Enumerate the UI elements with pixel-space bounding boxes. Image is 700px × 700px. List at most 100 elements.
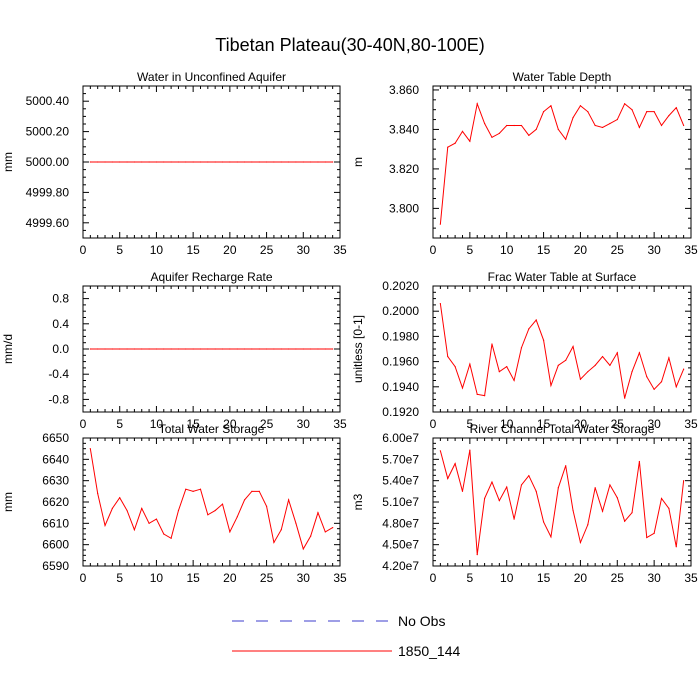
data-point [557, 364, 559, 366]
y-axis-label: unitless [0-1] [351, 315, 365, 383]
data-point [207, 514, 209, 516]
data-point [141, 348, 143, 350]
series-line-1850_144 [439, 101, 685, 225]
data-point [528, 328, 530, 330]
y-tick-label: 5000.20 [26, 125, 70, 139]
panel-6: River Channel Total Water Storage 0 5 10 15 2… [351, 422, 698, 585]
data-point [258, 161, 260, 163]
data-point [609, 122, 611, 125]
y-tick-label: 6600 [42, 538, 69, 552]
data-point [520, 484, 523, 486]
panel-3: Aquifer Recharge Rate 0 5 10 15 20 25 30 35 -0.8 -… [1, 270, 347, 431]
panel-4: Frac Water Table at Surface 0 5 10 15 20 25 30 3… [351, 270, 698, 431]
data-point [185, 348, 187, 350]
x-tick-label: 25 [611, 571, 625, 585]
y-tick-label: 5000.00 [26, 155, 70, 169]
data-point [295, 348, 297, 350]
data-point [506, 366, 508, 368]
data-point [243, 499, 246, 501]
data-point [572, 116, 574, 119]
data-point [221, 348, 224, 350]
data-point [214, 348, 216, 350]
data-point [317, 348, 319, 350]
data-point [557, 128, 559, 131]
data-point [476, 393, 478, 395]
data-point [199, 488, 202, 490]
data-point [587, 371, 589, 373]
data-point [185, 488, 187, 490]
data-point [148, 161, 150, 163]
y-tick-label: 6620 [42, 495, 69, 509]
y-tick-label: 0.1960 [382, 355, 419, 369]
x-tick-label: 30 [647, 417, 661, 431]
data-point [454, 142, 456, 144]
data-point [461, 490, 464, 492]
y-axis-label: mm [1, 492, 15, 512]
data-point [133, 161, 135, 163]
data-point [148, 522, 150, 524]
data-point [155, 161, 158, 163]
data-point [624, 520, 626, 522]
data-point [310, 535, 312, 537]
x-tick-label: 0 [430, 571, 437, 585]
y-axis-label: m [351, 157, 365, 167]
data-point [587, 111, 589, 113]
data-point [141, 507, 143, 509]
x-tick-label: 10 [500, 243, 514, 257]
data-point [616, 118, 618, 121]
plot-frame [432, 285, 692, 413]
data-point [461, 130, 464, 132]
data-point [528, 475, 530, 477]
data-point [498, 499, 500, 502]
data-point [476, 554, 478, 556]
data-point [447, 477, 449, 480]
data-point [126, 161, 128, 163]
series-line-1850_144 [439, 450, 685, 555]
y-tick-label: 5.40e7 [382, 474, 419, 488]
y-tick-label: 4.50e7 [382, 538, 419, 552]
data-point [251, 161, 253, 163]
data-point [565, 359, 567, 361]
data-point [506, 486, 508, 488]
y-tick-label: 0.2020 [382, 279, 419, 293]
y-axis-label: m3 [351, 493, 365, 510]
y-tick-label: 3.800 [389, 201, 419, 215]
data-point [461, 387, 464, 389]
x-tick-label: 20 [223, 417, 237, 431]
data-point [126, 509, 128, 512]
data-point [119, 161, 121, 163]
data-point [660, 124, 663, 127]
x-tick-label: 15 [537, 243, 551, 257]
data-point [550, 536, 552, 538]
data-point [631, 371, 633, 373]
data-point [594, 487, 596, 489]
data-point [141, 161, 143, 163]
data-point [638, 352, 641, 354]
data-point [185, 161, 187, 163]
data-point [506, 124, 508, 127]
data-point [520, 347, 523, 349]
data-point [439, 450, 441, 452]
data-point [454, 366, 456, 368]
y-tick-label: 3.820 [389, 162, 419, 176]
data-point [572, 509, 574, 512]
data-point [119, 497, 121, 499]
data-point [542, 111, 545, 113]
data-point [251, 348, 253, 350]
panel-title: River Channel Total Water Storage [470, 422, 655, 436]
data-point [491, 481, 493, 483]
data-point [491, 136, 493, 138]
data-point [214, 161, 216, 163]
data-point [675, 107, 677, 109]
y-tick-label: 6610 [42, 516, 69, 530]
data-point [454, 463, 456, 465]
data-point [439, 303, 441, 305]
data-point [660, 381, 663, 383]
x-tick-label: 15 [537, 417, 551, 431]
data-point [111, 348, 113, 350]
data-point [535, 490, 537, 492]
data-point [163, 161, 165, 163]
x-tick-label: 10 [150, 571, 164, 585]
data-point [155, 518, 158, 520]
x-tick-label: 5 [116, 571, 123, 585]
